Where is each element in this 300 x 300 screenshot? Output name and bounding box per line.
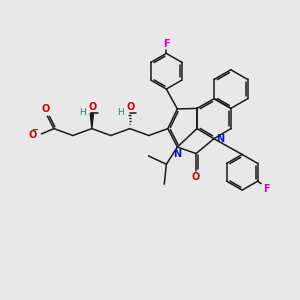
Text: O: O xyxy=(42,104,50,114)
Text: O: O xyxy=(126,102,135,112)
Text: O: O xyxy=(88,102,97,112)
Text: −: − xyxy=(32,125,38,134)
Text: F: F xyxy=(163,39,170,49)
Text: O: O xyxy=(192,172,200,182)
Text: N: N xyxy=(217,134,225,144)
Text: H: H xyxy=(79,108,86,117)
Polygon shape xyxy=(90,113,94,129)
Text: N: N xyxy=(173,149,181,159)
Text: F: F xyxy=(263,184,270,194)
Text: O: O xyxy=(29,130,37,140)
Text: H: H xyxy=(117,108,124,117)
